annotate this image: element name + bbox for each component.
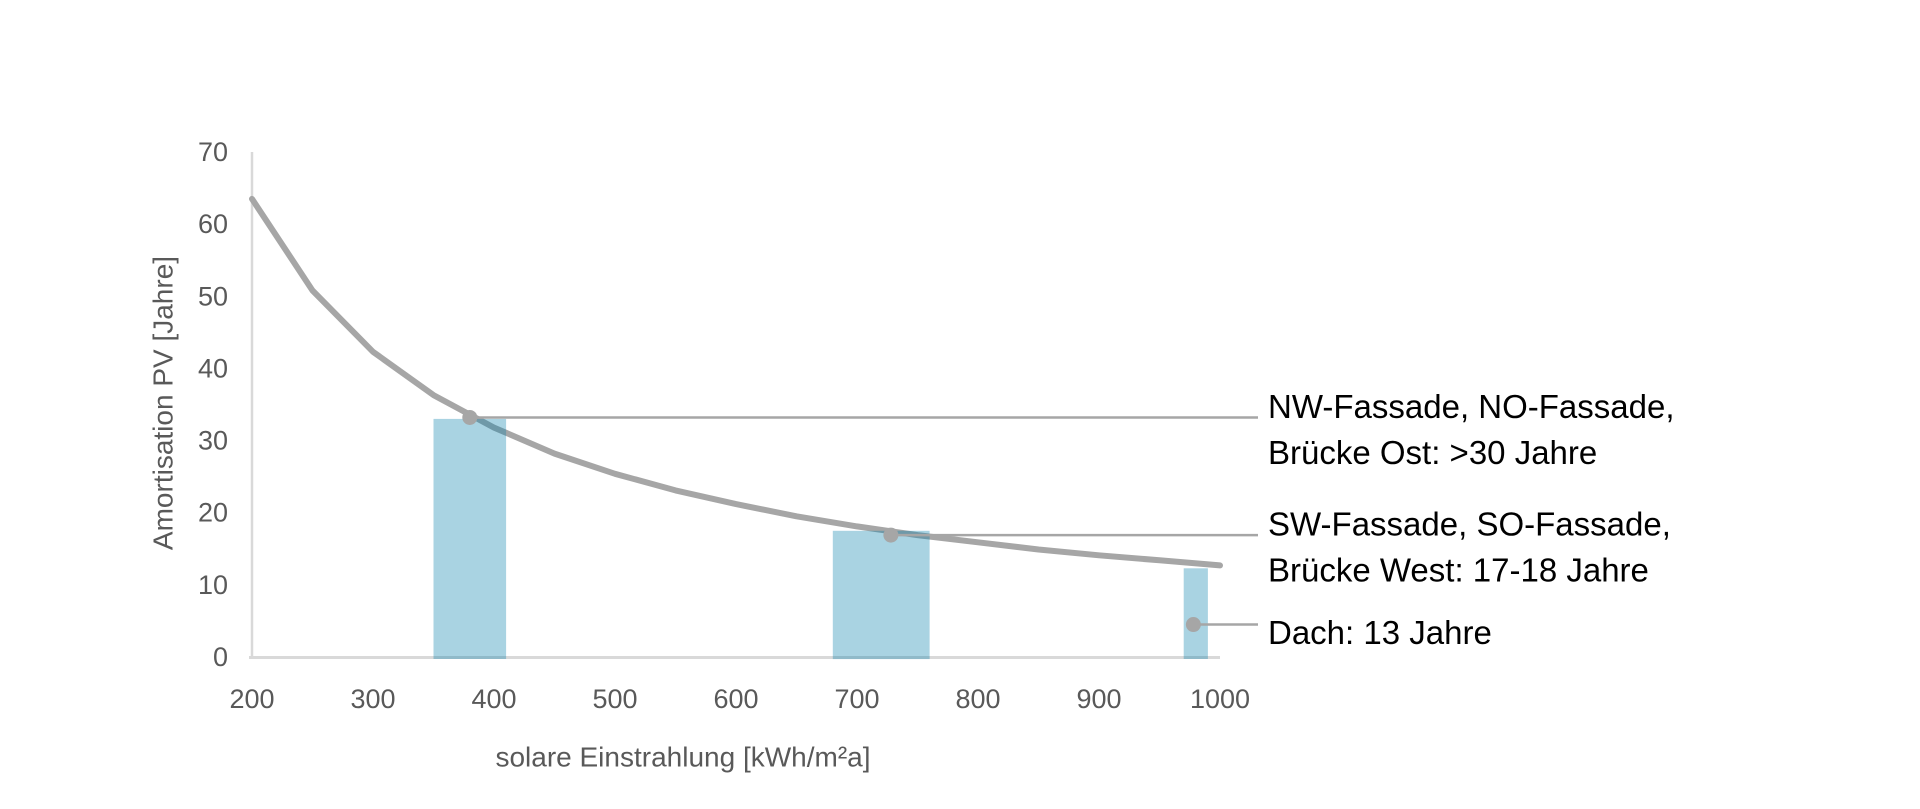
y-tick-label: 50 bbox=[198, 281, 228, 311]
x-tick-label: 900 bbox=[1076, 684, 1121, 714]
axis-titles-group: solare Einstrahlung [kWh/m²a] Amortisatio… bbox=[148, 256, 871, 773]
y-tick-label: 60 bbox=[198, 209, 228, 239]
y-tick-label: 40 bbox=[198, 353, 228, 383]
irradiation-range-bar bbox=[433, 418, 507, 659]
y-tick-label: 30 bbox=[198, 426, 228, 456]
irradiation-range-bar bbox=[832, 530, 930, 660]
annotation-marker-dot bbox=[883, 527, 899, 543]
x-tick-label: 300 bbox=[350, 684, 395, 714]
x-tick-label: 1000 bbox=[1190, 684, 1250, 714]
y-tick-label: 0 bbox=[213, 642, 228, 672]
markers-group bbox=[462, 409, 1201, 633]
y-tick-label: 20 bbox=[198, 498, 228, 528]
annotation-marker-dot bbox=[1185, 617, 1201, 633]
tick-labels-group: 0 10 20 30 40 50 60 70 200 300 400 500 600 700 800 900 1… bbox=[198, 137, 1250, 714]
annotation-text-line: NW-Fassade, NO-Fassade, bbox=[1268, 388, 1675, 425]
annotations-group: NW-Fassade, NO-Fassade, Brücke Ost: >30 J… bbox=[1268, 388, 1675, 651]
axes-group bbox=[249, 152, 1220, 659]
x-axis-title: solare Einstrahlung [kWh/m²a] bbox=[495, 742, 870, 773]
x-tick-label: 600 bbox=[713, 684, 758, 714]
leader-lines-group bbox=[469, 416, 1258, 626]
amortisation-curve bbox=[249, 195, 1223, 569]
x-tick-label: 400 bbox=[471, 684, 516, 714]
y-tick-label: 70 bbox=[198, 137, 228, 167]
bars-group bbox=[433, 418, 1208, 660]
x-tick-label: 800 bbox=[955, 684, 1000, 714]
y-axis-title: Amortisation PV [Jahre] bbox=[148, 256, 179, 550]
irradiation-range-bar bbox=[1183, 568, 1208, 659]
annotation-marker-dot bbox=[462, 409, 478, 425]
x-tick-label: 200 bbox=[229, 684, 274, 714]
y-tick-label: 10 bbox=[198, 570, 228, 600]
annotation-text-line: Dach: 13 Jahre bbox=[1268, 614, 1492, 651]
annotation-text-line: Brücke Ost: >30 Jahre bbox=[1268, 434, 1597, 471]
x-tick-label: 500 bbox=[592, 684, 637, 714]
x-tick-label: 700 bbox=[834, 684, 879, 714]
annotation-text-line: Brücke West: 17-18 Jahre bbox=[1268, 552, 1649, 589]
annotation-text-line: SW-Fassade, SO-Fassade, bbox=[1268, 506, 1671, 543]
curve-group bbox=[249, 195, 1223, 569]
